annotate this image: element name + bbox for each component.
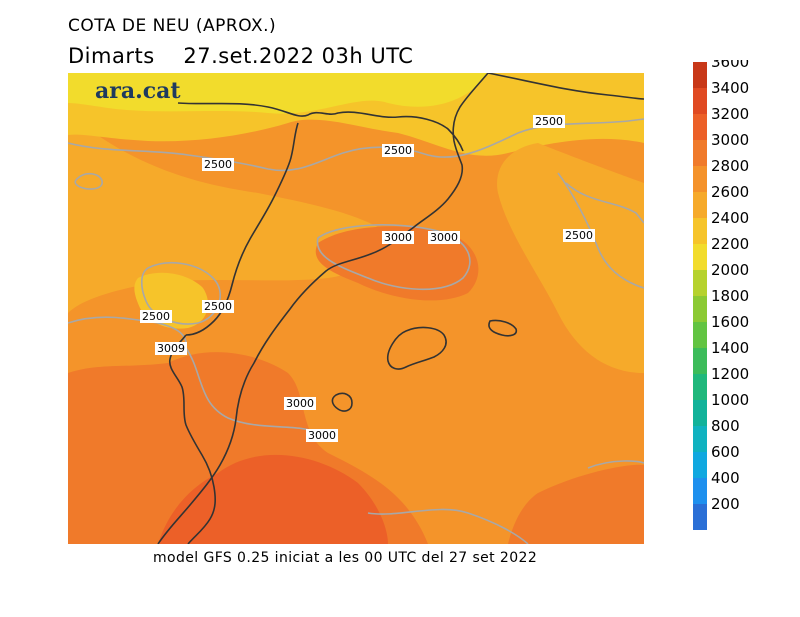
legend-value-label: 1600: [711, 313, 749, 331]
model-info-footer: model GFS 0.25 iniciat a les 00 UTC del …: [153, 550, 538, 566]
contour-label: 3000: [428, 231, 460, 244]
contour-label: 3000: [382, 231, 414, 244]
legend-value-label: 1000: [711, 391, 749, 409]
legend-value-label: 3000: [711, 131, 749, 149]
legend-swatch: [693, 114, 707, 140]
field-2500-east: [497, 143, 644, 373]
legend-value-label: 1400: [711, 339, 749, 357]
legend-swatch: [693, 244, 707, 270]
legend-swatch: [693, 140, 707, 166]
svg-text:2500: 2500: [204, 158, 232, 171]
svg-text:3000: 3000: [430, 231, 458, 244]
legend-value-label: 2200: [711, 235, 749, 253]
contour-label: 2500: [563, 229, 595, 242]
svg-text:3000: 3000: [384, 231, 412, 244]
legend-swatch: [693, 400, 707, 426]
svg-text:2500: 2500: [204, 300, 232, 313]
legend-value-label: 3200: [711, 105, 749, 123]
contour-label: 2500: [533, 115, 565, 128]
svg-text:3009: 3009: [157, 342, 185, 355]
legend-value-label: 200: [711, 495, 740, 513]
legend-value-label: 2600: [711, 183, 749, 201]
contour-lines: [68, 118, 644, 544]
legend-value-label: 2400: [711, 209, 749, 227]
legend-swatch: [693, 374, 707, 400]
legend-value-label: 1200: [711, 365, 749, 383]
map-title: COTA DE NEU (APROX.): [68, 16, 277, 36]
legend-swatch: [693, 88, 707, 114]
legend-value-label: 800: [711, 417, 740, 435]
legend-value-label: 600: [711, 443, 740, 461]
legend-swatch: [693, 504, 707, 530]
legend-swatch: [693, 452, 707, 478]
contour-label: 3000: [284, 397, 316, 410]
contour-label: 2500: [202, 300, 234, 313]
coastlines-borders: [157, 73, 644, 544]
legend-swatch: [693, 478, 707, 504]
map-subtitle: Dimarts 27.set.2022 03h UTC: [68, 44, 413, 68]
contour-label: 2500: [140, 310, 172, 323]
contour-label: 2500: [382, 144, 414, 157]
legend-swatch: [693, 218, 707, 244]
brand-logo: ara.cat: [95, 78, 181, 104]
legend-swatch: [693, 426, 707, 452]
legend-swatch: [693, 62, 707, 88]
legend-value-label: 1800: [711, 287, 749, 305]
legend-swatch: [693, 322, 707, 348]
contour-labels: 2500 2500 2500 2500 2500 2500 3000 3000 …: [140, 115, 595, 442]
field-3000-se: [508, 464, 644, 544]
svg-text:3000: 3000: [286, 397, 314, 410]
field-2200-north: [68, 73, 488, 114]
legend-value-label: 400: [711, 469, 740, 487]
legend-labels: 200 400 600 800 1000 1200 1400 1600 1800 2000 2200…: [711, 60, 749, 513]
contour-label: 3009: [155, 342, 187, 355]
snow-level-map: ara.cat 2500 2500 2500 2500 2500 2500 30…: [68, 73, 644, 544]
legend-value-label: 2000: [711, 261, 749, 279]
legend-value-label: 3600: [711, 60, 749, 71]
svg-text:2500: 2500: [535, 115, 563, 128]
color-legend: 200 400 600 800 1000 1200 1400 1600 1800 2000 2200…: [693, 60, 749, 530]
svg-text:2500: 2500: [565, 229, 593, 242]
legend-swatch: [693, 270, 707, 296]
field-3200-sw: [158, 454, 388, 544]
legend-swatch: [693, 348, 707, 374]
day-label: Dimarts: [68, 44, 155, 68]
svg-text:2500: 2500: [384, 144, 412, 157]
svg-text:3000: 3000: [308, 429, 336, 442]
legend-swatch: [693, 166, 707, 192]
legend-swatches: [693, 62, 707, 530]
date-time-label: 27.set.2022 03h UTC: [183, 44, 414, 68]
contour-label: 3000: [306, 429, 338, 442]
field-2500-nw: [68, 113, 390, 313]
legend-swatch: [693, 192, 707, 218]
legend-swatch: [693, 296, 707, 322]
field-3000-center: [315, 226, 479, 301]
legend-value-label: 3400: [711, 79, 749, 97]
svg-text:2500: 2500: [142, 310, 170, 323]
legend-value-label: 2800: [711, 157, 749, 175]
contour-label: 2500: [202, 158, 234, 171]
